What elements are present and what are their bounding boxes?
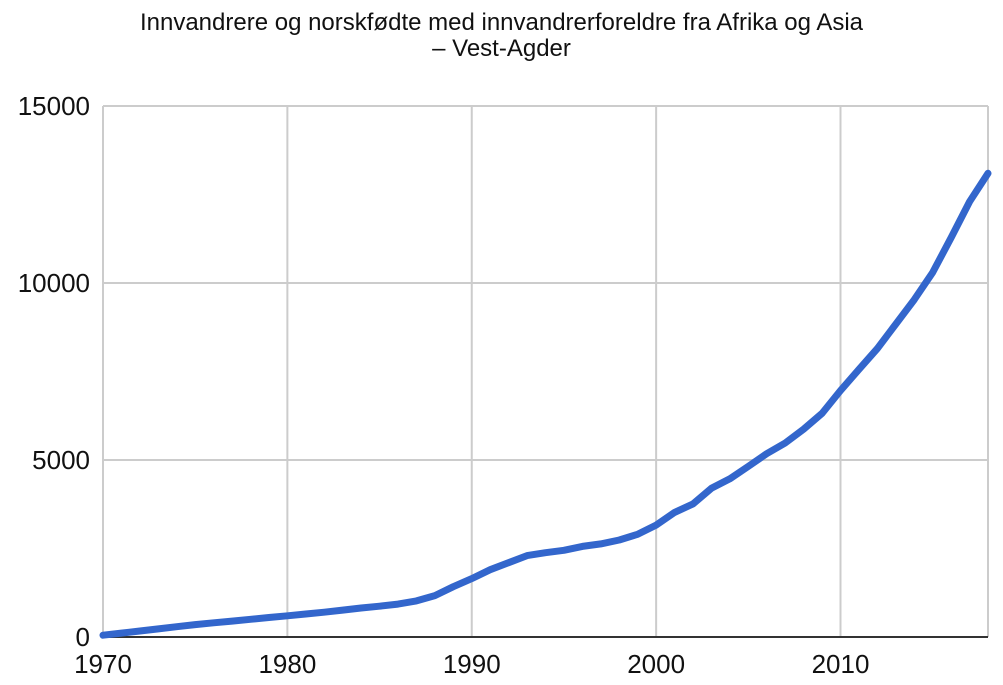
- y-tick-label-15000: 15000: [18, 91, 90, 121]
- chart-title-line-2: – Vest-Agder: [432, 35, 571, 62]
- x-tick-label-2010: 2010: [812, 649, 870, 679]
- x-tick-label-1990: 1990: [443, 649, 501, 679]
- tick-label-layer: 1970 1980 1990 2000 2010 0 5000 10000 15000: [18, 91, 870, 679]
- y-tick-label-10000: 10000: [18, 268, 90, 298]
- x-tick-label-2000: 2000: [627, 649, 685, 679]
- chart-title: Innvandrere og norskfødte med innvandrer…: [0, 10, 1003, 62]
- series-line-0: [99, 169, 992, 639]
- series-layer: [99, 169, 992, 639]
- x-tick-label-1970: 1970: [74, 649, 132, 679]
- x-tick-label-1980: 1980: [258, 649, 316, 679]
- y-tick-label-5000: 5000: [32, 445, 90, 475]
- y-tick-label-0: 0: [76, 622, 90, 652]
- chart-title-line-1: Innvandrere og norskfødte med innvandrer…: [139, 9, 864, 36]
- grid-layer: [102, 105, 989, 638]
